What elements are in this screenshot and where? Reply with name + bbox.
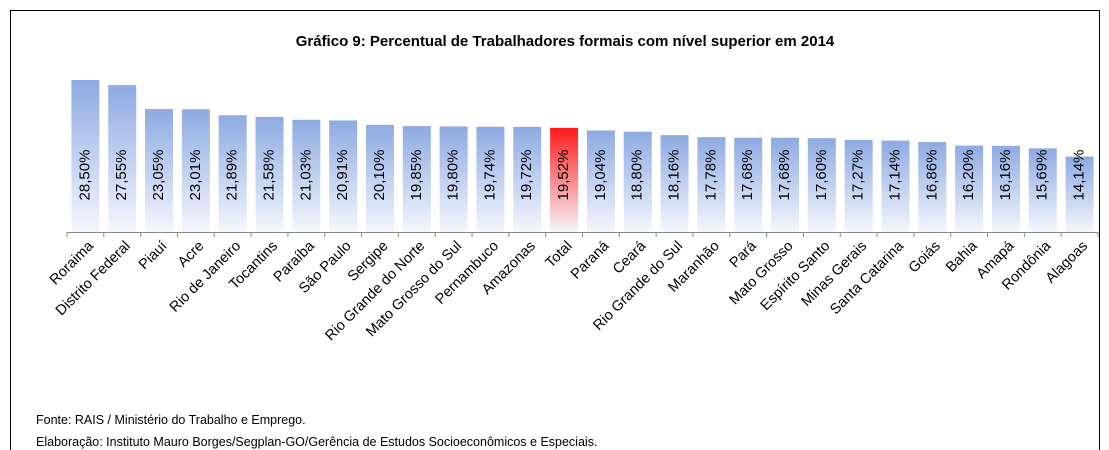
bar	[365, 124, 394, 232]
bar	[255, 116, 284, 232]
data-label: 19,72%	[518, 150, 535, 201]
data-label: 14,14%	[1071, 150, 1088, 201]
bar	[844, 139, 873, 232]
bar	[807, 138, 836, 232]
data-label: 19,80%	[445, 150, 462, 201]
bar	[329, 120, 358, 232]
data-label: 17,27%	[850, 150, 867, 201]
bar	[1065, 156, 1094, 232]
data-label: 23,05%	[150, 150, 167, 201]
bar	[402, 126, 431, 232]
bar	[734, 137, 763, 232]
data-label: 17,78%	[702, 150, 719, 201]
data-label: 21,58%	[260, 150, 277, 201]
data-label: 28,50%	[76, 150, 93, 201]
data-label: 17,60%	[813, 150, 830, 201]
bar	[476, 126, 505, 232]
bar	[991, 145, 1020, 232]
data-label: 17,14%	[886, 150, 903, 201]
source-note: Fonte: RAIS / Ministério do Trabalho e E…	[36, 413, 306, 427]
data-label: 19,85%	[408, 150, 425, 201]
data-label: 16,86%	[923, 150, 940, 201]
bar	[918, 142, 947, 232]
bar	[513, 126, 542, 232]
data-label: 19,74%	[481, 150, 498, 201]
bar	[771, 137, 800, 232]
data-label: 17,68%	[776, 150, 793, 201]
data-label: 17,68%	[739, 150, 756, 201]
bar	[218, 115, 247, 232]
bar	[623, 131, 652, 232]
data-label: 16,16%	[997, 150, 1014, 201]
credit-note: Elaboração: Instituto Mauro Borges/Segpl…	[36, 435, 597, 449]
data-label: 20,91%	[334, 150, 351, 201]
bar	[181, 109, 210, 232]
bar	[71, 80, 100, 232]
bar	[550, 127, 579, 232]
data-label: 16,20%	[960, 150, 977, 201]
data-label: 21,03%	[297, 150, 314, 201]
data-label: 27,55%	[113, 150, 130, 201]
data-label: 19,52%	[555, 150, 572, 201]
data-label: 19,04%	[592, 150, 609, 201]
bar	[955, 145, 984, 232]
bar	[697, 137, 726, 232]
bar	[586, 130, 615, 232]
chart-title: Gráfico 9: Percentual de Trabalhadores f…	[296, 33, 835, 50]
data-label: 20,10%	[371, 150, 388, 201]
data-label: 18,80%	[629, 150, 646, 201]
data-label: 21,89%	[224, 150, 241, 201]
bar	[292, 119, 321, 232]
bar	[439, 126, 468, 232]
bar	[145, 109, 174, 232]
bar	[660, 135, 689, 232]
bar	[1028, 148, 1057, 232]
bar	[108, 85, 137, 232]
bar	[881, 140, 910, 232]
data-label: 23,01%	[187, 150, 204, 201]
data-label: 15,69%	[1034, 150, 1051, 201]
data-label: 18,16%	[666, 150, 683, 201]
